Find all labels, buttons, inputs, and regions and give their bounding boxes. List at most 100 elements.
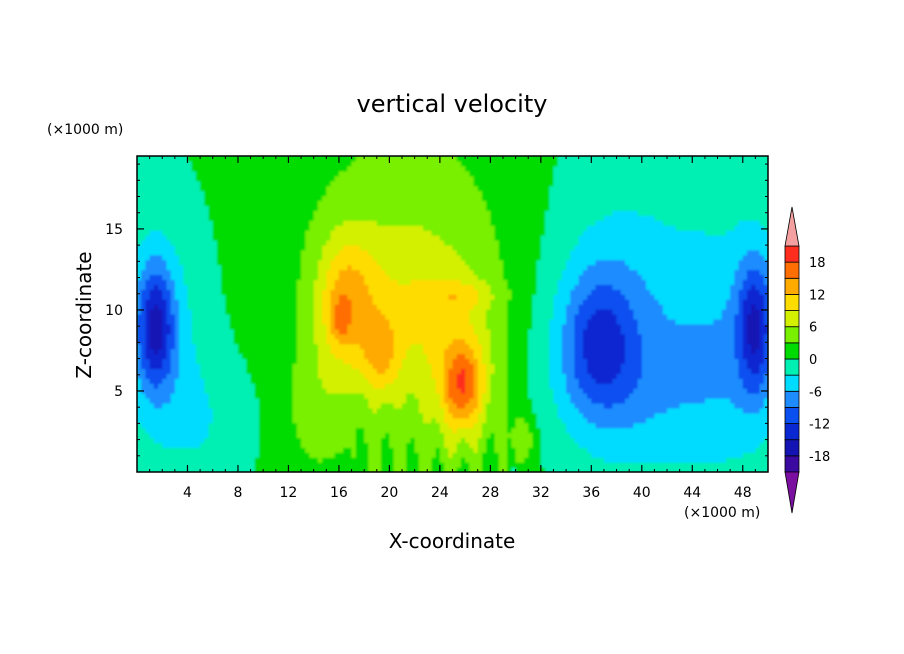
contour-cell bbox=[574, 323, 580, 330]
contour-cell bbox=[578, 452, 584, 458]
contour-cell bbox=[561, 462, 567, 468]
contour-cell bbox=[330, 378, 336, 384]
contour-cell bbox=[166, 393, 172, 399]
contour-cell bbox=[751, 462, 756, 468]
contour-cell bbox=[692, 338, 698, 345]
contour-cell bbox=[696, 437, 702, 443]
contour-cell bbox=[481, 437, 487, 443]
contour-cell bbox=[271, 318, 277, 325]
contour-cell bbox=[692, 318, 698, 325]
contour-cell bbox=[460, 417, 466, 424]
contour-cell bbox=[671, 348, 677, 355]
contour-cell bbox=[444, 338, 449, 345]
contour-cell bbox=[599, 368, 605, 374]
contour-cell bbox=[704, 348, 710, 355]
contour-cell bbox=[309, 457, 315, 463]
contour-cell bbox=[225, 393, 231, 399]
contour-cell bbox=[183, 388, 189, 394]
contour-cell bbox=[452, 378, 458, 384]
contour-cell bbox=[212, 363, 218, 369]
contour-cell bbox=[364, 457, 369, 463]
contour-cell bbox=[309, 378, 315, 384]
contour-cell bbox=[229, 304, 235, 310]
contour-cell bbox=[170, 383, 176, 389]
contour-cell bbox=[343, 388, 348, 394]
contour-cell bbox=[608, 457, 613, 463]
contour-cell bbox=[216, 402, 222, 409]
contour-cell bbox=[334, 427, 340, 434]
contour-cell bbox=[414, 363, 420, 369]
contour-cell bbox=[545, 378, 550, 384]
contour-cell bbox=[498, 447, 504, 453]
contour-cell bbox=[326, 402, 332, 409]
contour-cell bbox=[267, 407, 273, 414]
contour-cell bbox=[296, 358, 302, 364]
contour-cell bbox=[195, 432, 201, 439]
contour-cell bbox=[515, 397, 521, 404]
contour-cell bbox=[137, 383, 142, 389]
contour-cell bbox=[481, 343, 487, 350]
contour-cell bbox=[532, 353, 538, 360]
contour-cell bbox=[751, 348, 756, 355]
contour-cell bbox=[368, 407, 374, 414]
contour-cell bbox=[216, 373, 222, 379]
contour-cell bbox=[469, 452, 475, 458]
contour-cell bbox=[692, 368, 698, 374]
contour-cell bbox=[511, 314, 517, 320]
contour-cell bbox=[637, 368, 643, 374]
contour-cell bbox=[195, 328, 201, 335]
contour-cell bbox=[528, 353, 534, 360]
contour-cell bbox=[730, 417, 735, 424]
contour-cell bbox=[574, 417, 580, 424]
contour-cell bbox=[679, 393, 685, 399]
contour-cell bbox=[158, 388, 163, 394]
contour-cell bbox=[515, 393, 521, 399]
contour-cell bbox=[406, 402, 412, 409]
contour-cell bbox=[368, 309, 374, 315]
contour-cell bbox=[704, 397, 710, 404]
contour-cell bbox=[145, 368, 151, 374]
contour-cell bbox=[477, 348, 483, 355]
contour-cell bbox=[620, 417, 626, 424]
contour-cell bbox=[511, 437, 517, 443]
contour-cell bbox=[364, 417, 369, 424]
contour-cell bbox=[258, 373, 264, 379]
contour-cell bbox=[566, 378, 571, 384]
contour-cell bbox=[317, 314, 323, 320]
contour-cell bbox=[162, 348, 168, 355]
contour-cell bbox=[170, 388, 176, 394]
contour-cell bbox=[469, 388, 475, 394]
contour-cell bbox=[351, 447, 357, 453]
contour-cell bbox=[406, 422, 412, 429]
contour-cell bbox=[528, 363, 534, 369]
contour-cell bbox=[646, 437, 651, 443]
contour-cell bbox=[654, 432, 660, 439]
contour-cell bbox=[734, 452, 740, 458]
contour-cell bbox=[692, 388, 698, 394]
contour-cell bbox=[566, 383, 571, 389]
contour-cell bbox=[326, 373, 332, 379]
contour-cell bbox=[322, 437, 327, 443]
contour-cell bbox=[271, 432, 277, 439]
contour-cell bbox=[536, 462, 542, 468]
contour-cell bbox=[595, 407, 601, 414]
contour-cell bbox=[267, 427, 273, 434]
contour-cell bbox=[637, 467, 643, 472]
contour-cell bbox=[536, 348, 542, 355]
contour-cell bbox=[427, 338, 433, 345]
chart-title: vertical velocity bbox=[357, 90, 548, 118]
contour-cell bbox=[566, 402, 571, 409]
contour-cell bbox=[561, 437, 567, 443]
contour-cell bbox=[532, 368, 538, 374]
contour-cell bbox=[524, 397, 529, 404]
contour-cell bbox=[456, 318, 462, 325]
contour-cell bbox=[599, 328, 605, 335]
contour-cell bbox=[494, 353, 500, 360]
contour-cell bbox=[700, 348, 706, 355]
contour-cell bbox=[742, 358, 748, 364]
contour-cell bbox=[734, 457, 740, 463]
contour-cell bbox=[313, 412, 319, 419]
contour-cell bbox=[612, 338, 618, 345]
contour-cell bbox=[502, 318, 508, 325]
contour-cell bbox=[507, 442, 512, 448]
